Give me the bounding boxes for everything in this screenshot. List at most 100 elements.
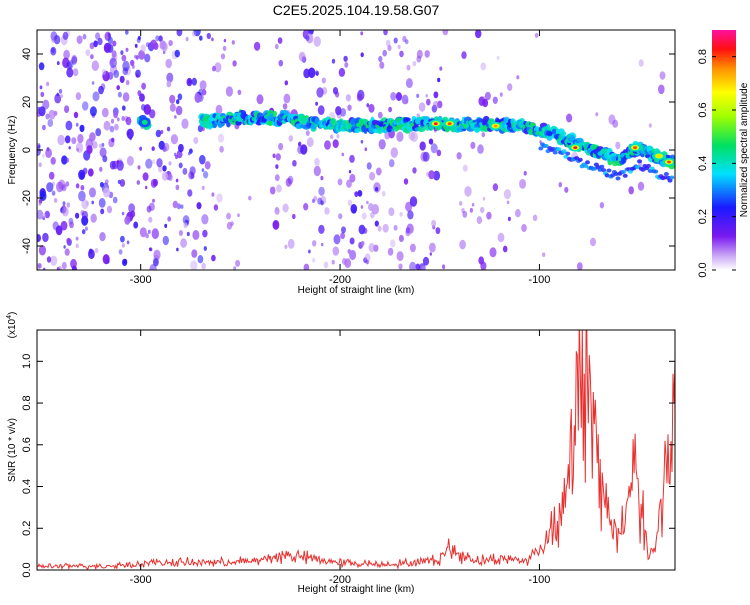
heatmap-cell [80,185,85,191]
heatmap-cell [404,39,409,45]
heatmap-cell [275,164,279,169]
heatmap-cell [324,140,331,150]
heatmap-cell [42,232,49,243]
heatmap-cell [166,126,171,132]
top-y-tick-label: -20 [21,190,33,206]
heatmap-cell [112,40,117,47]
top-x-tick-label: -100 [528,274,550,286]
heatmap-cell [366,200,369,205]
heatmap-cell [213,204,219,211]
heatmap-cell [99,143,103,149]
heatmap-cell [95,32,101,40]
heatmap-cell [201,214,209,225]
heatmap-cell [39,191,47,201]
heatmap-cell [288,135,294,142]
heatmap-cell [77,133,84,144]
heatmap-cell [192,30,196,37]
heatmap-cell [370,211,375,219]
heatmap-cell [180,204,184,209]
heatmap-cell [158,35,163,42]
top-x-tick-label: -300 [130,274,152,286]
heatmap-cell [69,221,74,229]
heatmap-cell [147,229,151,234]
heatmap-cell [237,89,242,96]
heatmap-cell [538,146,544,151]
heatmap-cell [315,70,319,76]
heatmap-cell [298,51,306,62]
heatmap-cell [137,165,141,170]
heatmap-cell [66,237,71,244]
heatmap-cell [284,80,289,86]
heatmap-cell [560,131,567,137]
heatmap-cell [429,242,436,253]
heatmap-cell [75,142,84,153]
heatmap-cell [335,106,342,116]
heatmap-cell [416,49,423,59]
heatmap-cell [158,140,165,150]
heatmap-cell [142,172,149,181]
heatmap-cell [188,79,192,84]
heatmap-cell [312,240,317,247]
heatmap-cell [155,35,160,42]
heatmap-cell [456,152,462,160]
heatmap-cell [136,37,141,43]
heatmap-cell [180,238,188,248]
heatmap-cell [364,253,371,262]
heatmap-cell [476,216,483,225]
colorbar: 0.0 0.2 0.4 0.6 0.8 Normalized spectral ampl… [697,30,750,278]
heatmap-cell [99,147,107,158]
heatmap-cell [75,183,80,189]
heatmap-cell [38,245,47,256]
heatmap-cell [109,125,115,133]
heatmap-cell [101,107,109,118]
heatmap-cell [433,91,439,99]
heatmap-cell [399,212,403,217]
heatmap-cell [282,203,289,213]
heatmap-cell [565,151,571,156]
heatmap-cell [330,134,334,140]
heatmap-cell [638,59,644,67]
colorbar-tick-label: 0.6 [697,102,709,117]
heatmap-cell [67,60,74,69]
snr-panel: -300 -200 -100 0.0 0.2 0.4 0.6 0.8 1.0 Height o… [6,312,676,595]
heatmap-cell [38,162,42,168]
heatmap-cell [167,216,172,222]
heatmap-cell [51,37,56,43]
heatmap-cell [439,66,443,71]
heatmap-cell [42,124,46,131]
heatmap-cell [219,145,224,153]
heatmap-cell [162,165,167,172]
heatmap-cell [103,120,111,131]
heatmap-cell [437,116,443,121]
heatmap-cell [140,44,146,53]
heatmap-cell [42,213,46,219]
heatmap-cell [211,37,214,42]
heatmap-cell [99,232,106,242]
heatmap-cell [76,147,79,152]
heatmap-cell [52,221,59,231]
heatmap-cell [40,91,45,98]
heatmap-cell [551,128,557,134]
heatmap-cell [388,106,392,113]
heatmap-cell [646,163,651,168]
heatmap-cell [317,105,325,116]
heatmap-cell [431,104,438,113]
heatmap-cell [428,170,435,180]
heatmap-cell [338,67,346,77]
heatmap-cell [172,200,178,209]
heatmap-cell [145,158,153,169]
heatmap-cell [416,93,420,98]
heatmap-cell [98,198,106,208]
heatmap-cell [347,104,352,111]
heatmap-cell [365,259,369,265]
heatmap-cell [183,222,188,229]
heatmap-cell [421,265,426,270]
heatmap-cell [211,192,215,197]
heatmap-cell [75,236,79,241]
heatmap-cell [405,78,413,89]
heatmap-cell [174,115,177,119]
heatmap-cell [42,99,50,110]
heatmap-cell [462,164,468,172]
bottom-y-scale-note: (x104) [6,312,18,339]
heatmap-cell [37,209,44,220]
